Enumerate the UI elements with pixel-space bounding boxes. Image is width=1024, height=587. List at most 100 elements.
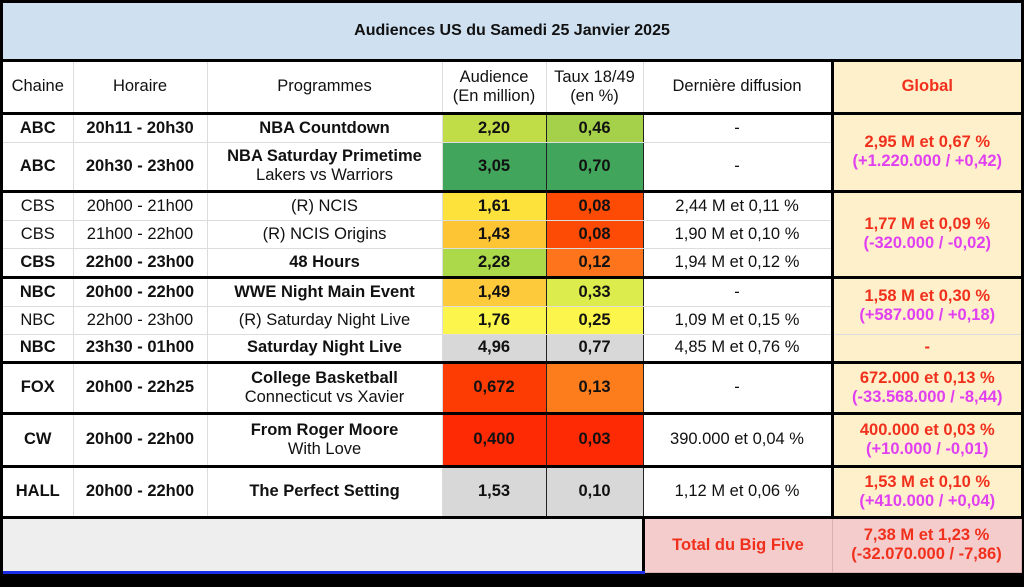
- cell-programme: NBA Countdown: [206, 111, 443, 143]
- programme-title: From Roger Moore: [250, 420, 399, 439]
- table-row: CBS 22h00 - 23h00 48 Hours 2,28 0,12 1,94 M e…: [3, 247, 1021, 278]
- header-row: Chaine Horaire Programmes Audience (En mi…: [3, 59, 1022, 114]
- cell-derniere-diffusion: -: [642, 141, 833, 192]
- programme-title: (R) Saturday Night Live: [238, 310, 411, 329]
- cell-audience: 1,53: [441, 464, 547, 518]
- table-row: CBS 20h00 - 21h00 (R) NCIS 1,61 0,08 2,44 M e…: [3, 189, 1022, 278]
- cell-derniere-diffusion: -: [642, 111, 833, 143]
- header-horaire: Horaire: [72, 59, 208, 114]
- global-diff: (+410.000 / +0,04): [859, 491, 996, 510]
- global-main: -: [924, 338, 931, 356]
- global-diff: (+10.000 / -0,01): [866, 439, 989, 458]
- title-row: Audiences US du Samedi 25 Janvier 2025: [3, 3, 1022, 62]
- cell-derniere-diffusion: 1,09 M et 0,15 %: [642, 305, 833, 335]
- programme-title: 48 Hours: [289, 252, 360, 271]
- total-main: 7,38 M et 1,23 %: [863, 526, 990, 544]
- global-cell-abc: 2,95 M et 0,67 % (+1.220.000 / +0,42): [830, 111, 1022, 192]
- global-cell-nbc: 1,58 M et 0,30 % (+587.000 / +0,18): [830, 275, 1022, 335]
- table-row: HALL 20h00 - 22h00 The Perfect Setting 1,53…: [3, 464, 1022, 518]
- cell-taux: 0,08: [545, 219, 644, 249]
- cell-chaine: NBC: [3, 275, 74, 307]
- cell-taux: 0,70: [545, 141, 644, 192]
- total-global: 7,38 M et 1,23 % (-32.070.000 / -7,86): [831, 515, 1022, 573]
- global-cell-fox: 672.000 et 0,13 % (-33.568.000 / -8,44): [830, 360, 1022, 414]
- table-row: CBS 21h00 - 22h00 (R) NCIS Origins 1,43 0,08…: [3, 219, 1021, 249]
- cell-audience: 1,43: [441, 219, 547, 249]
- cell-programme: (R) NCIS: [206, 189, 443, 221]
- cell-chaine: NBC: [3, 305, 74, 335]
- table-body: ABC 20h11 - 20h30 NBA Countdown 2,20 0,46-2,…: [3, 111, 1022, 518]
- programme-title: NBA Countdown: [259, 118, 390, 137]
- header-global: Global: [830, 59, 1022, 114]
- cell-chaine: CBS: [3, 219, 74, 249]
- header-programmes: Programmes: [206, 59, 443, 114]
- global-diff: (-320.000 / -0,02): [863, 234, 992, 252]
- cell-programme: From Roger Moore With Love: [206, 411, 443, 467]
- cell-taux: 0,12: [545, 247, 644, 278]
- cell-programme: The Perfect Setting: [206, 464, 443, 518]
- cell-horaire: 22h00 - 23h00: [72, 305, 208, 335]
- cell-chaine: ABC: [3, 111, 74, 143]
- cell-derniere-diffusion: 1,90 M et 0,10 %: [642, 219, 833, 249]
- header-derniere-diffusion: Dernière diffusion: [642, 59, 833, 114]
- programme-title: NBA Saturday Primetime: [227, 147, 422, 165]
- table-row: FOX 20h00 - 22h25 College Basketball Connec…: [3, 360, 1022, 414]
- global-main: 672.000 et 0,13 %: [859, 368, 995, 387]
- cell-taux: 0,46: [545, 111, 644, 143]
- cell-audience: 3,05: [441, 141, 547, 192]
- table-row: CW 20h00 - 22h00 From Roger Moore With Love…: [3, 411, 1022, 467]
- cell-audience: 1,49: [441, 275, 547, 307]
- cell-derniere-diffusion: -: [642, 275, 833, 307]
- global-cell-hall: 1,53 M et 0,10 % (+410.000 / +0,04): [830, 464, 1022, 518]
- programme-title: The Perfect Setting: [249, 482, 400, 500]
- header-taux-line1: Taux 18/49: [554, 67, 635, 86]
- cell-chaine: FOX: [3, 360, 74, 414]
- cell-taux: 0,08: [545, 189, 644, 221]
- programme-title: College Basketball: [251, 368, 398, 387]
- cell-derniere-diffusion: 390.000 et 0,04 %: [642, 411, 833, 467]
- table-row: NBC 23h30 - 01h00 Saturday Night Live 4,96 0…: [3, 333, 1022, 363]
- cell-taux: 0,13: [545, 360, 644, 414]
- cell-chaine: ABC: [3, 141, 74, 192]
- header-audience-line2: (En million): [452, 86, 536, 105]
- cell-horaire: 20h00 - 22h00: [72, 464, 208, 518]
- header-taux: Taux 18/49 (en %): [545, 59, 644, 114]
- global-cell-cw: 400.000 et 0,03 % (+10.000 / -0,01): [830, 411, 1022, 467]
- global-diff: (-33.568.000 / -8,44): [852, 387, 1003, 406]
- cell-audience: 4,96: [441, 333, 547, 363]
- global-diff: (+587.000 / +0,18): [859, 306, 996, 324]
- cell-horaire: 20h11 - 20h30: [72, 111, 208, 143]
- cell-chaine: CBS: [3, 247, 74, 278]
- cell-derniere-diffusion: 4,85 M et 0,76 %: [642, 333, 833, 363]
- cell-taux: 0,77: [545, 333, 644, 363]
- cell-chaine: NBC: [3, 333, 74, 363]
- cell-audience: 2,20: [441, 111, 547, 143]
- cell-taux: 0,33: [545, 275, 644, 307]
- global-main: 1,53 M et 0,10 %: [864, 472, 991, 491]
- programme-subtitle: With Love: [287, 439, 362, 458]
- global-cell-nbc-snl: -: [830, 333, 1022, 363]
- cell-programme: College Basketball Connecticut vs Xavier: [206, 360, 443, 414]
- header-audience-line1: Audience: [459, 67, 529, 86]
- cell-horaire: 23h30 - 01h00: [72, 333, 208, 363]
- cell-programme: (R) Saturday Night Live: [206, 305, 443, 335]
- table-row: NBC 22h00 - 23h00 (R) Saturday Night Live 1…: [3, 305, 1021, 335]
- header-taux-line2: (en %): [570, 86, 619, 105]
- cell-derniere-diffusion: 2,44 M et 0,11 %: [642, 189, 833, 221]
- cell-programme: WWE Night Main Event: [206, 275, 443, 307]
- programme-title: Saturday Night Live: [247, 338, 402, 356]
- header-audience: Audience (En million): [441, 59, 547, 114]
- page-title: Audiences US du Samedi 25 Janvier 2025: [3, 3, 1022, 62]
- cell-derniere-diffusion: 1,12 M et 0,06 %: [642, 464, 833, 518]
- global-diff: (+1.220.000 / +0,42): [852, 152, 1003, 170]
- audience-table: Audiences US du Samedi 25 Janvier 2025 C…: [3, 3, 1022, 574]
- table-row: NBC 20h00 - 22h00 WWE Night Main Event 1,49…: [3, 275, 1022, 335]
- cell-chaine: CW: [3, 411, 74, 467]
- cell-horaire: 20h00 - 22h00: [72, 275, 208, 307]
- programme-title: WWE Night Main Event: [234, 282, 415, 301]
- total-diff: (-32.070.000 / -7,86): [851, 545, 1002, 563]
- cell-audience: 2,28: [441, 247, 547, 278]
- cell-audience: 1,76: [441, 305, 547, 335]
- empty-cell: [3, 515, 645, 574]
